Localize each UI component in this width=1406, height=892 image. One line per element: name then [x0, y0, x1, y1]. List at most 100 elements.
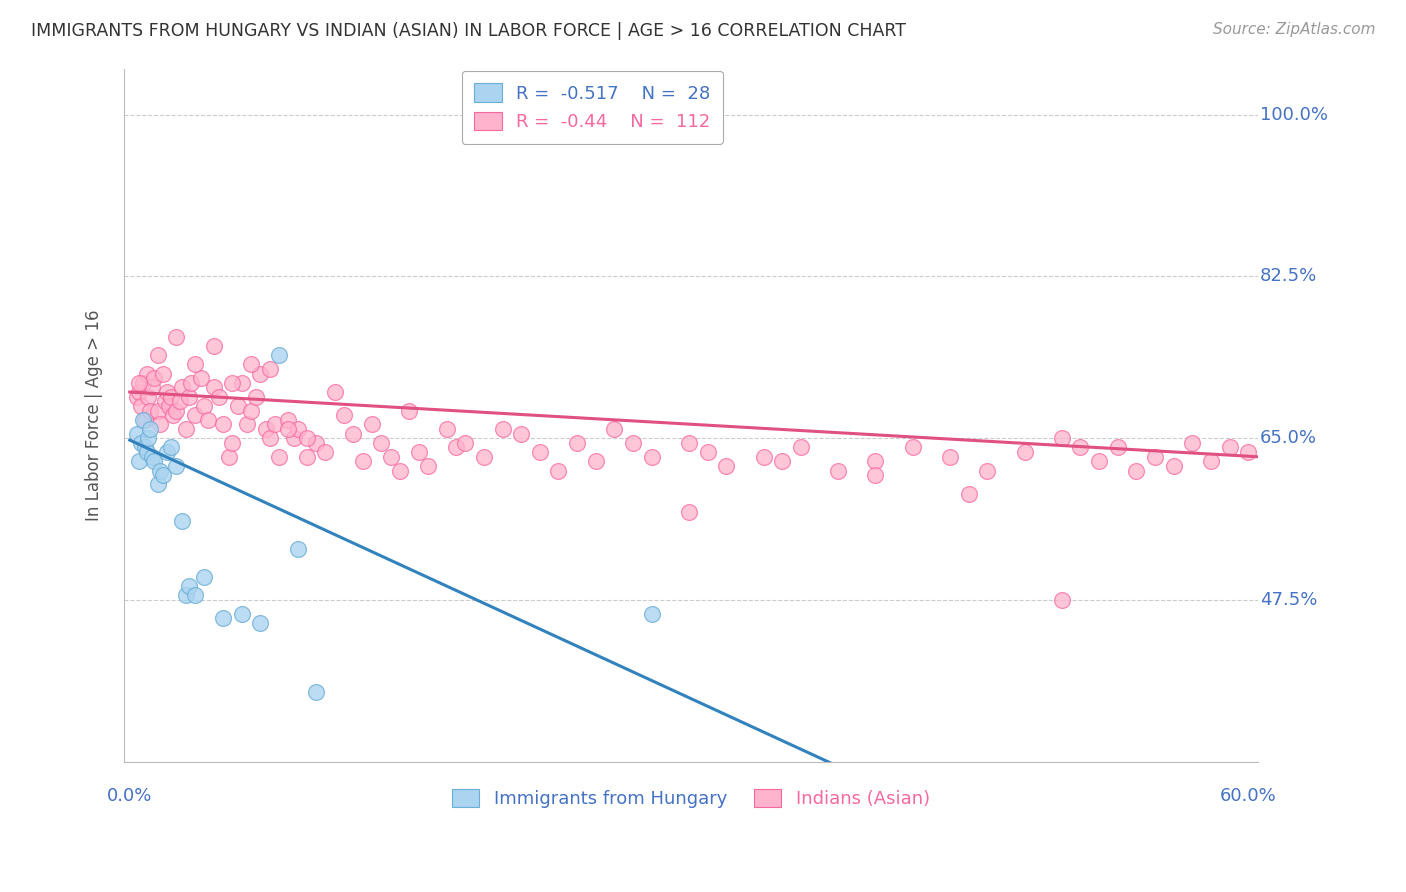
- Point: [138, 390, 160, 404]
- Point: [565, 435, 588, 450]
- Point: [1163, 458, 1185, 473]
- Point: [135, 367, 157, 381]
- Point: [790, 441, 813, 455]
- Point: [277, 413, 299, 427]
- Point: [165, 403, 187, 417]
- Point: [226, 399, 249, 413]
- Point: [184, 357, 207, 371]
- Point: [138, 431, 160, 445]
- Point: [162, 408, 184, 422]
- Point: [641, 607, 664, 621]
- Point: [193, 399, 215, 413]
- Point: [249, 616, 271, 631]
- Point: [202, 380, 225, 394]
- Point: [174, 422, 197, 436]
- Point: [1143, 450, 1166, 464]
- Point: [134, 413, 156, 427]
- Point: [184, 408, 207, 422]
- Point: [146, 403, 169, 417]
- Point: [165, 329, 187, 343]
- Point: [436, 422, 458, 436]
- Point: [202, 339, 225, 353]
- Point: [678, 505, 700, 519]
- Point: [152, 468, 174, 483]
- Point: [957, 486, 980, 500]
- Point: [716, 458, 738, 473]
- Point: [1199, 454, 1222, 468]
- Point: [444, 441, 467, 455]
- Point: [352, 454, 374, 468]
- Point: [865, 454, 887, 468]
- Point: [156, 445, 179, 459]
- Point: [132, 413, 155, 427]
- Point: [221, 376, 243, 390]
- Point: [939, 450, 962, 464]
- Point: [141, 450, 163, 464]
- Point: [314, 445, 336, 459]
- Point: [139, 403, 162, 417]
- Point: [231, 607, 253, 621]
- Point: [153, 394, 176, 409]
- Text: 82.5%: 82.5%: [1260, 268, 1317, 285]
- Point: [752, 450, 775, 464]
- Point: [585, 454, 607, 468]
- Point: [127, 426, 149, 441]
- Legend: Immigrants from Hungary, Indians (Asian): Immigrants from Hungary, Indians (Asian): [444, 781, 936, 815]
- Point: [212, 417, 235, 432]
- Point: [128, 385, 150, 400]
- Point: [333, 408, 356, 422]
- Point: [264, 417, 287, 432]
- Point: [1219, 441, 1241, 455]
- Point: [128, 376, 150, 390]
- Point: [208, 390, 231, 404]
- Point: [770, 454, 793, 468]
- Point: [231, 376, 253, 390]
- Point: [152, 367, 174, 381]
- Point: [1069, 441, 1091, 455]
- Point: [170, 380, 193, 394]
- Point: [1237, 445, 1260, 459]
- Point: [408, 445, 430, 459]
- Point: [865, 468, 887, 483]
- Point: [380, 450, 402, 464]
- Point: [143, 371, 166, 385]
- Point: [184, 588, 207, 602]
- Point: [135, 445, 157, 459]
- Point: [254, 422, 277, 436]
- Point: [277, 422, 299, 436]
- Point: [491, 422, 513, 436]
- Point: [197, 413, 219, 427]
- Point: [603, 422, 626, 436]
- Point: [267, 348, 290, 362]
- Point: [139, 422, 162, 436]
- Text: IMMIGRANTS FROM HUNGARY VS INDIAN (ASIAN) IN LABOR FORCE | AGE > 16 CORRELATION : IMMIGRANTS FROM HUNGARY VS INDIAN (ASIAN…: [31, 22, 905, 40]
- Point: [134, 441, 156, 455]
- Point: [159, 441, 181, 455]
- Point: [1088, 454, 1111, 468]
- Point: [169, 394, 191, 409]
- Point: [398, 403, 420, 417]
- Point: [174, 588, 197, 602]
- Point: [976, 464, 998, 478]
- Point: [249, 367, 271, 381]
- Point: [159, 390, 181, 404]
- Y-axis label: In Labor Force | Age > 16: In Labor Force | Age > 16: [86, 310, 103, 521]
- Point: [165, 458, 187, 473]
- Point: [1050, 593, 1073, 607]
- Point: [547, 464, 569, 478]
- Point: [179, 390, 201, 404]
- Point: [259, 431, 281, 445]
- Point: [305, 435, 328, 450]
- Text: 0.0%: 0.0%: [107, 787, 152, 805]
- Point: [621, 435, 644, 450]
- Point: [1014, 445, 1036, 459]
- Point: [156, 385, 179, 400]
- Point: [827, 464, 849, 478]
- Point: [295, 431, 318, 445]
- Point: [129, 435, 152, 450]
- Point: [132, 376, 155, 390]
- Point: [129, 399, 152, 413]
- Point: [157, 399, 180, 413]
- Point: [170, 515, 193, 529]
- Point: [193, 570, 215, 584]
